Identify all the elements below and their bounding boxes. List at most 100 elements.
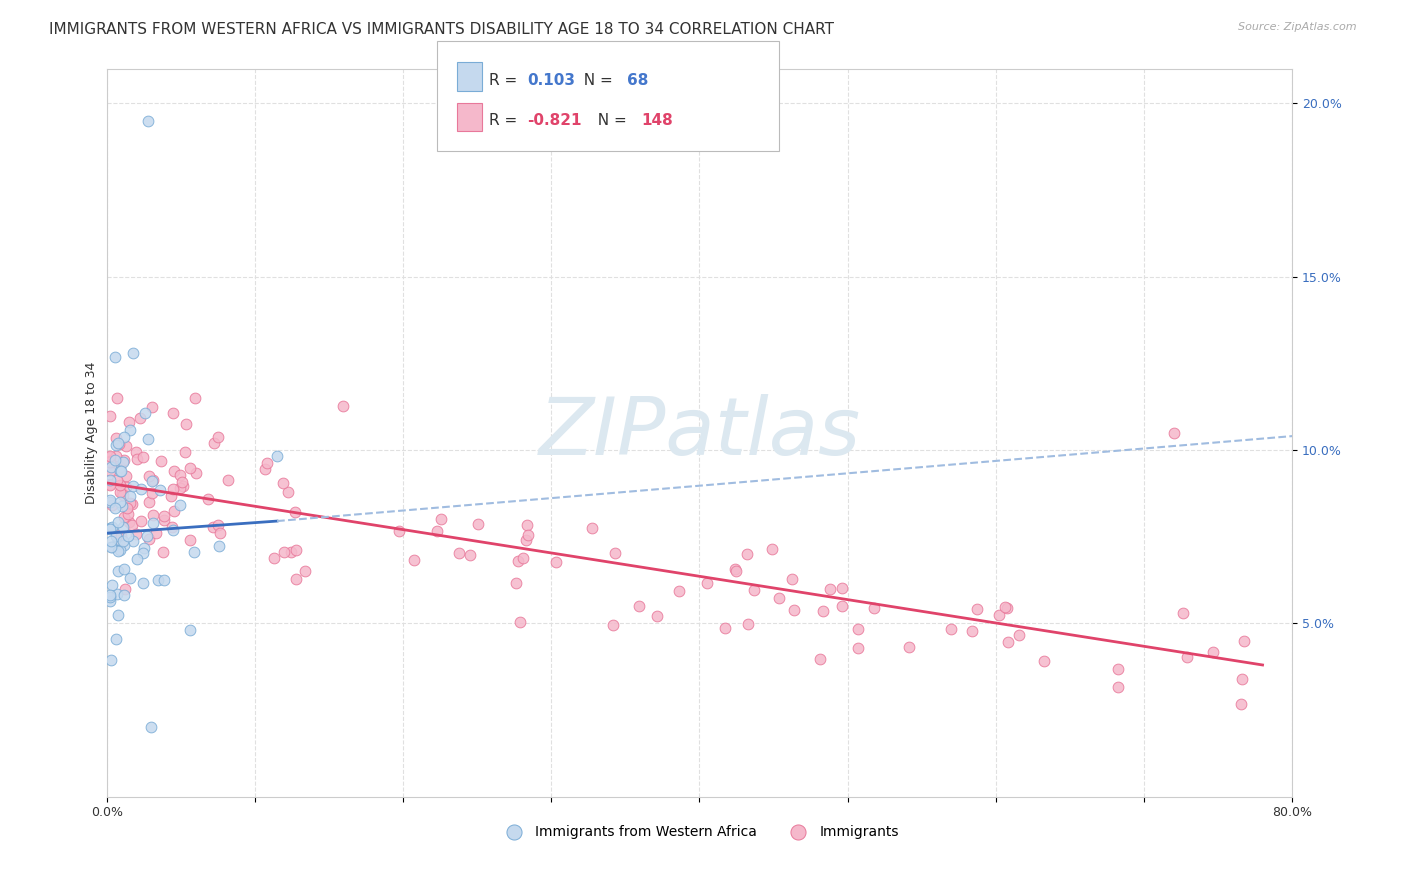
Point xyxy=(605,546,627,560)
Point xyxy=(170,475,193,490)
Point xyxy=(1107,661,1129,675)
Point xyxy=(153,513,176,527)
Point xyxy=(146,574,169,588)
Point xyxy=(111,455,134,469)
Point xyxy=(98,594,121,608)
Point xyxy=(179,461,201,475)
Point xyxy=(962,624,984,638)
Point xyxy=(172,478,194,492)
Point xyxy=(118,489,141,503)
Text: N =: N = xyxy=(574,73,617,87)
Point xyxy=(141,400,163,414)
Point xyxy=(108,459,131,474)
Point xyxy=(121,497,143,511)
Point xyxy=(273,545,295,559)
Point xyxy=(132,547,155,561)
Point xyxy=(100,541,122,555)
Point xyxy=(162,406,184,420)
Point xyxy=(136,432,159,446)
Point xyxy=(1173,606,1195,620)
Point xyxy=(201,520,224,534)
Point xyxy=(294,564,316,578)
Point xyxy=(284,504,307,518)
Point xyxy=(184,391,207,405)
Point xyxy=(138,533,160,547)
Point xyxy=(668,584,690,599)
Point xyxy=(100,578,122,592)
Point xyxy=(254,461,277,475)
Point xyxy=(125,444,148,458)
Text: R =: R = xyxy=(489,113,523,128)
Point xyxy=(516,518,538,533)
Point xyxy=(105,529,128,543)
Point xyxy=(112,430,135,444)
Text: -0.821: -0.821 xyxy=(527,113,582,128)
Text: 0.103: 0.103 xyxy=(527,73,575,87)
Point xyxy=(98,520,121,534)
Point xyxy=(516,528,538,542)
Point xyxy=(105,537,128,551)
Point xyxy=(100,653,122,667)
Point xyxy=(141,474,163,488)
Point xyxy=(141,508,163,523)
Point xyxy=(98,450,121,464)
Point xyxy=(783,603,806,617)
Point xyxy=(105,587,128,601)
Point xyxy=(509,615,531,629)
Point xyxy=(277,484,299,499)
Point xyxy=(1008,628,1031,642)
Point xyxy=(735,547,758,561)
Point xyxy=(404,553,426,567)
Point xyxy=(111,499,134,513)
Point xyxy=(105,473,128,487)
Text: N =: N = xyxy=(588,113,631,128)
Point xyxy=(846,623,869,637)
Point xyxy=(124,527,146,541)
Point xyxy=(111,534,134,549)
Point xyxy=(117,501,139,516)
Point xyxy=(98,409,121,423)
Point xyxy=(100,533,122,548)
Point xyxy=(997,635,1019,649)
Point xyxy=(173,445,195,459)
Point xyxy=(208,526,231,541)
Point xyxy=(110,464,132,478)
Point xyxy=(118,415,141,429)
Point xyxy=(138,469,160,483)
Point xyxy=(150,454,173,468)
Point xyxy=(141,485,163,500)
Point xyxy=(142,516,165,530)
Point xyxy=(897,640,920,654)
Point xyxy=(169,498,191,512)
Point xyxy=(174,417,197,432)
Point xyxy=(602,617,624,632)
Point xyxy=(98,478,121,492)
Point xyxy=(118,424,141,438)
Point xyxy=(723,561,745,575)
Point xyxy=(467,516,489,531)
Point xyxy=(108,495,131,509)
Point xyxy=(811,604,834,618)
Point xyxy=(108,536,131,550)
Point xyxy=(995,601,1018,615)
Point xyxy=(515,533,537,547)
Point xyxy=(107,607,129,622)
Point xyxy=(98,591,121,605)
Text: R =: R = xyxy=(489,73,523,87)
Point xyxy=(98,588,121,602)
Point xyxy=(107,565,129,579)
Point xyxy=(169,468,191,483)
Point xyxy=(108,478,131,492)
Point xyxy=(1202,645,1225,659)
Point xyxy=(186,466,208,480)
Point xyxy=(808,652,831,666)
Point xyxy=(112,510,135,524)
Point xyxy=(98,449,121,463)
Point xyxy=(627,599,650,614)
Point xyxy=(122,533,145,548)
Point xyxy=(713,621,735,635)
Point xyxy=(115,480,138,494)
Point xyxy=(818,582,841,596)
Legend: Immigrants from Western Africa, Immigrants: Immigrants from Western Africa, Immigran… xyxy=(495,820,904,845)
Point xyxy=(98,493,121,508)
